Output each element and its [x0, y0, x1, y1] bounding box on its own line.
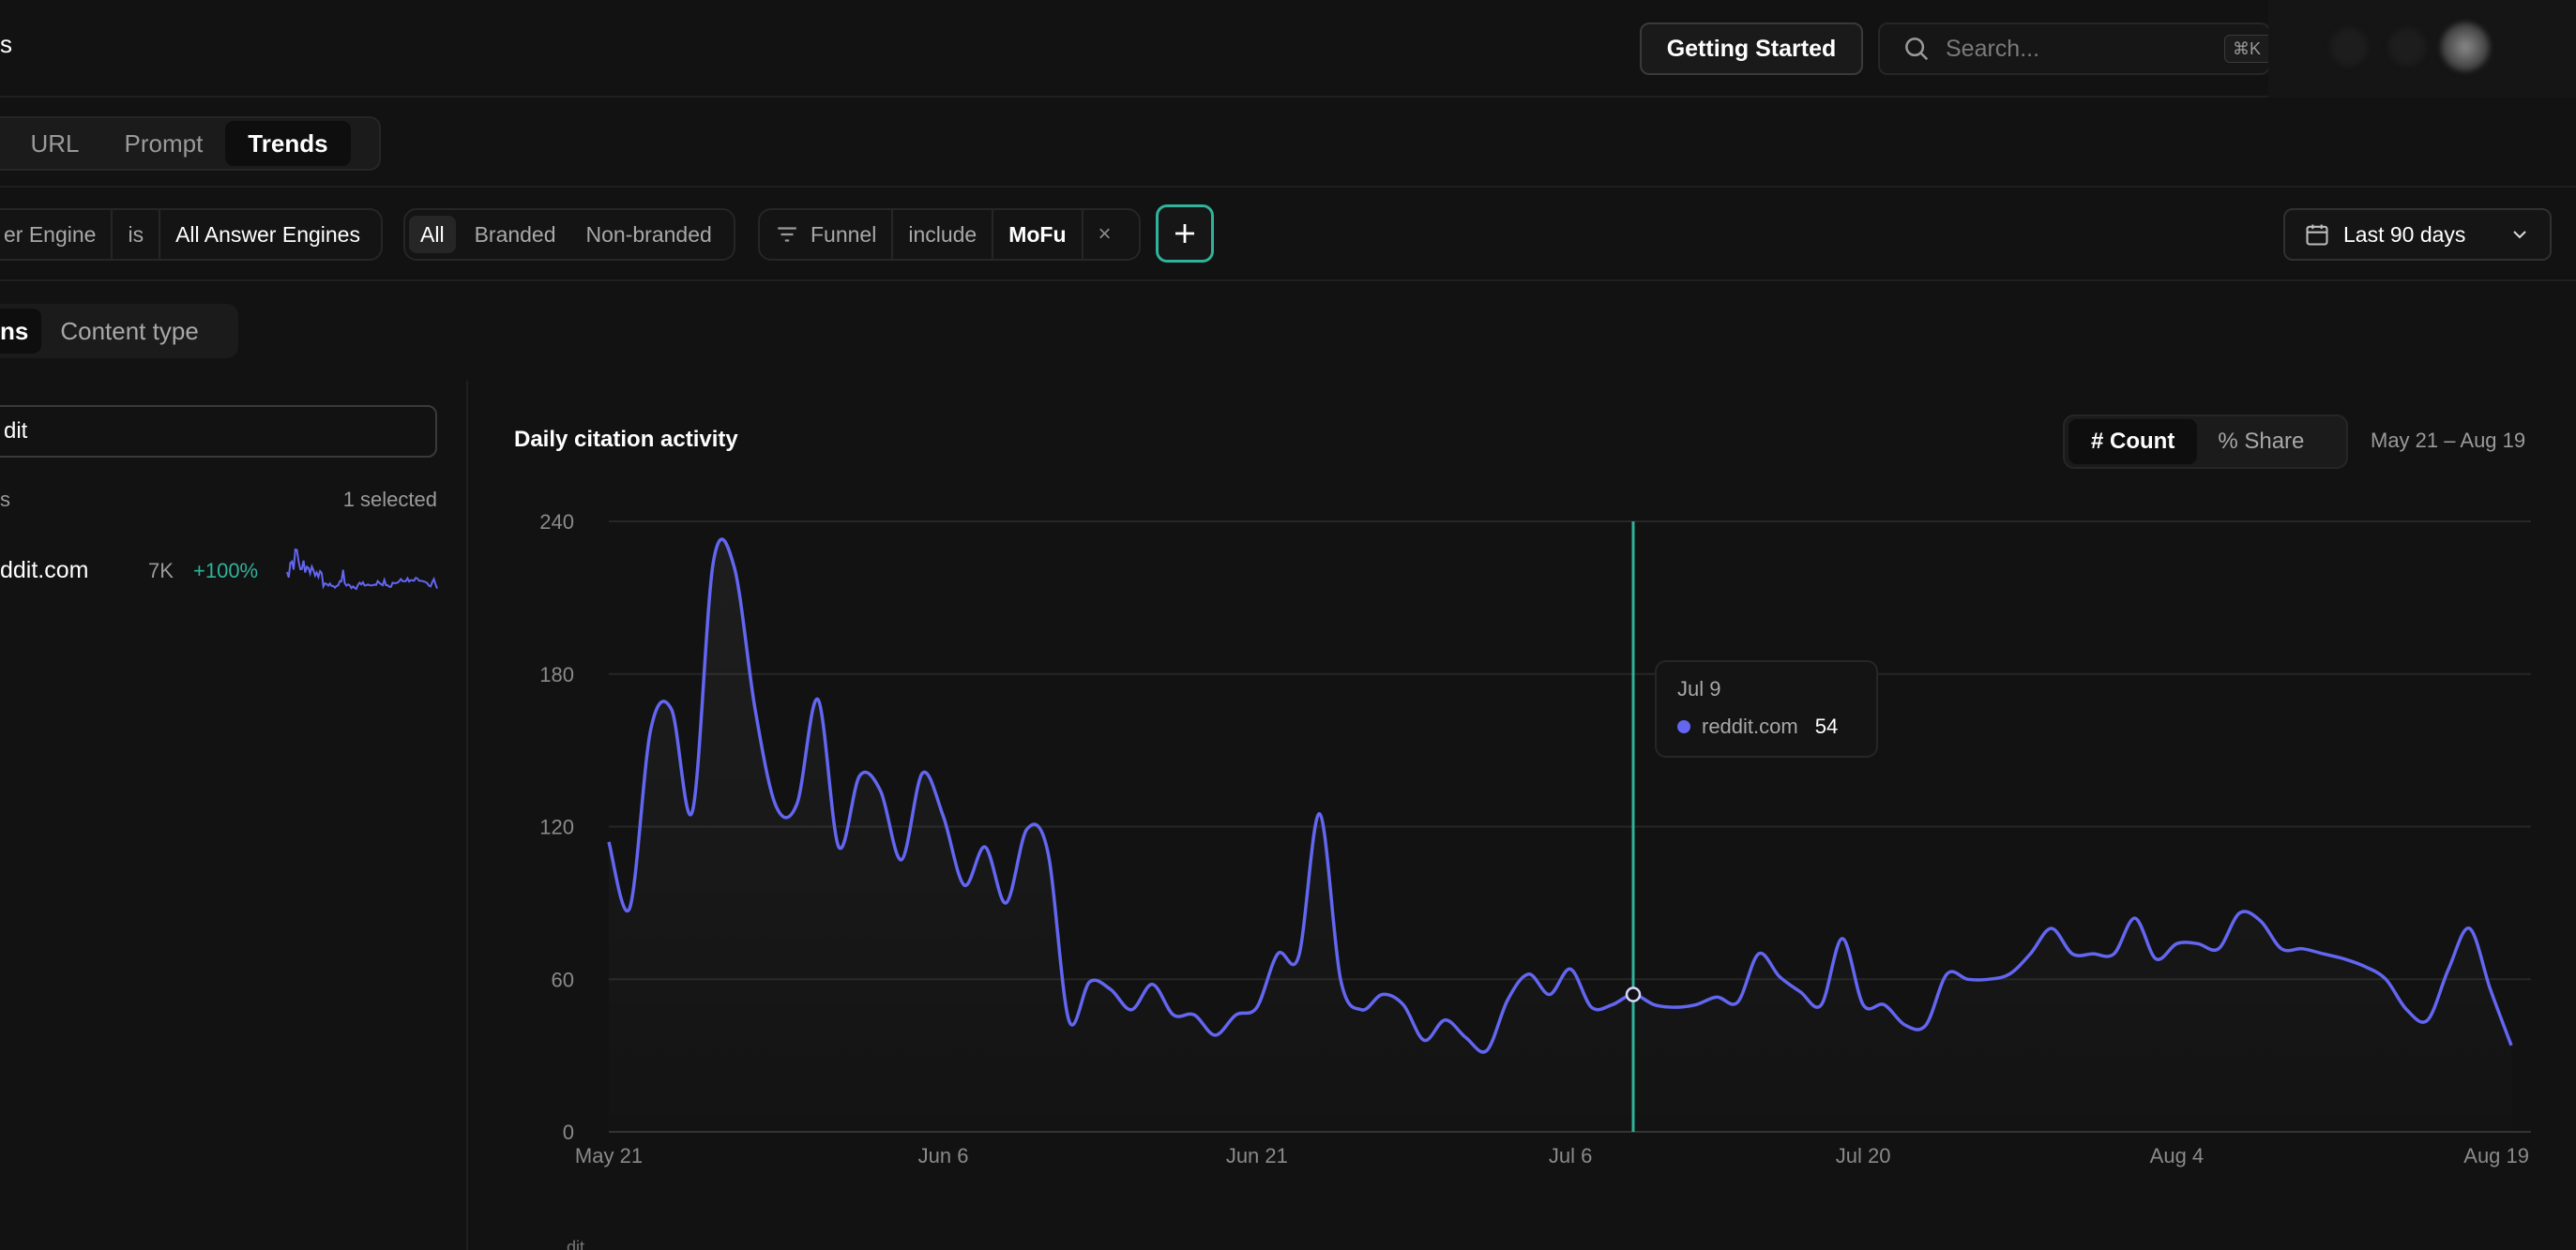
domain-row-name[interactable]: ddit.com [0, 557, 89, 583]
calendar-icon [2306, 224, 2328, 246]
y-tick-label: 0 [563, 1121, 574, 1144]
filters-row [0, 188, 2576, 281]
x-tick-label: Jun 6 [918, 1144, 969, 1167]
top-bar [0, 0, 2576, 98]
selected-count: 1 selected [342, 488, 437, 511]
tab-trends[interactable]: Trends [225, 121, 351, 166]
search-placeholder: Search... [1946, 35, 2040, 62]
domain-row-count: 7K [148, 559, 174, 582]
y-tick-label: 60 [552, 968, 574, 991]
funnel-filter-op[interactable]: include [893, 210, 994, 259]
x-tick-label: Jul 20 [1836, 1144, 1891, 1167]
x-tick-label: May 21 [575, 1144, 643, 1167]
domain-row-change: +100% [193, 559, 259, 582]
bottom-fragment: dit [567, 1238, 585, 1250]
avatar[interactable] [2441, 23, 2490, 71]
engine-filter-value[interactable]: All Answer Engines [175, 221, 360, 247]
search-shortcut: ⌘K [2223, 35, 2268, 63]
series-area [609, 539, 2511, 1132]
list-header-label: s [0, 488, 10, 511]
share-toggle[interactable]: % Share [2218, 429, 2305, 454]
brand-filter: All Branded Non-branded [403, 208, 735, 261]
tab-prompt[interactable]: Prompt [124, 128, 204, 158]
tooltip-date: Jul 9 [1677, 677, 1721, 700]
funnel-filter-value[interactable]: MoFu [993, 210, 1083, 259]
getting-started-button[interactable]: Getting Started [1640, 23, 1863, 75]
brand-option-all[interactable]: All [409, 216, 456, 253]
chart-title: Daily citation activity [514, 427, 738, 452]
count-toggle[interactable]: # Count [2068, 419, 2198, 464]
date-range-select[interactable]: Last 90 days [2283, 208, 2552, 261]
engine-filter-field[interactable]: er Engine [0, 210, 114, 259]
engine-filter-op[interactable]: is [113, 210, 161, 259]
search-icon [1905, 38, 1929, 61]
notification-icon[interactable] [2330, 28, 2368, 66]
chevron-down-icon [2513, 231, 2526, 239]
engine-filter[interactable]: er Engine is All Answer Engines [0, 208, 383, 261]
x-tick-label: Jun 21 [1226, 1144, 1288, 1167]
date-range-label: Last 90 days [2343, 221, 2466, 247]
y-tick-label: 240 [539, 510, 574, 534]
chart-tooltip: Jul 9 reddit.com 54 [1655, 660, 1878, 758]
tooltip-value: 54 [1814, 715, 1839, 738]
funnel-filter-label: Funnel [811, 221, 877, 247]
brand-option-non-branded[interactable]: Non-branded [585, 221, 712, 247]
tab-partial[interactable]: n [0, 121, 8, 166]
tooltip-series: reddit.com [1702, 715, 1798, 738]
x-tick-label: Jul 6 [1549, 1144, 1592, 1167]
brand-option-branded[interactable]: Branded [474, 221, 556, 247]
x-tick-label: Aug 19 [2463, 1144, 2529, 1167]
domain-sparkline [286, 548, 438, 591]
series-line [607, 537, 2513, 1054]
plus-icon [1175, 224, 1194, 243]
user-menu-area[interactable] [2268, 0, 2576, 98]
panel-divider [466, 381, 468, 1250]
x-tick-label: Aug 4 [2150, 1144, 2205, 1167]
y-tick-label: 120 [539, 816, 574, 839]
y-tick-label: 180 [539, 663, 574, 686]
view-tabs: n URL Prompt Trends [0, 116, 381, 171]
hover-point [1625, 986, 1642, 1002]
group-toggle: ns Content type [0, 304, 238, 358]
chart-date-range: May 21 – Aug 19 [2371, 429, 2526, 452]
funnel-filter[interactable]: Funnel include MoFu × [758, 208, 1141, 261]
funnel-filter-field[interactable]: Funnel [760, 210, 894, 259]
page-title: s [0, 30, 12, 58]
series-dot [1677, 720, 1690, 733]
subtab-partial[interactable]: ns [0, 309, 42, 354]
search-input[interactable]: Search... ⌘K [1878, 23, 2270, 75]
tabs-row [0, 98, 2576, 188]
add-filter-button[interactable] [1156, 204, 1214, 263]
funnel-filter-remove-icon[interactable]: × [1098, 221, 1112, 247]
help-icon[interactable] [2388, 28, 2426, 66]
filter-icon [778, 227, 796, 242]
domain-search-input[interactable]: dit [0, 405, 437, 458]
subtab-content-type[interactable]: Content type [60, 316, 199, 345]
tab-url[interactable]: URL [30, 128, 80, 158]
metric-toggle: # Count % Share [2063, 414, 2348, 469]
